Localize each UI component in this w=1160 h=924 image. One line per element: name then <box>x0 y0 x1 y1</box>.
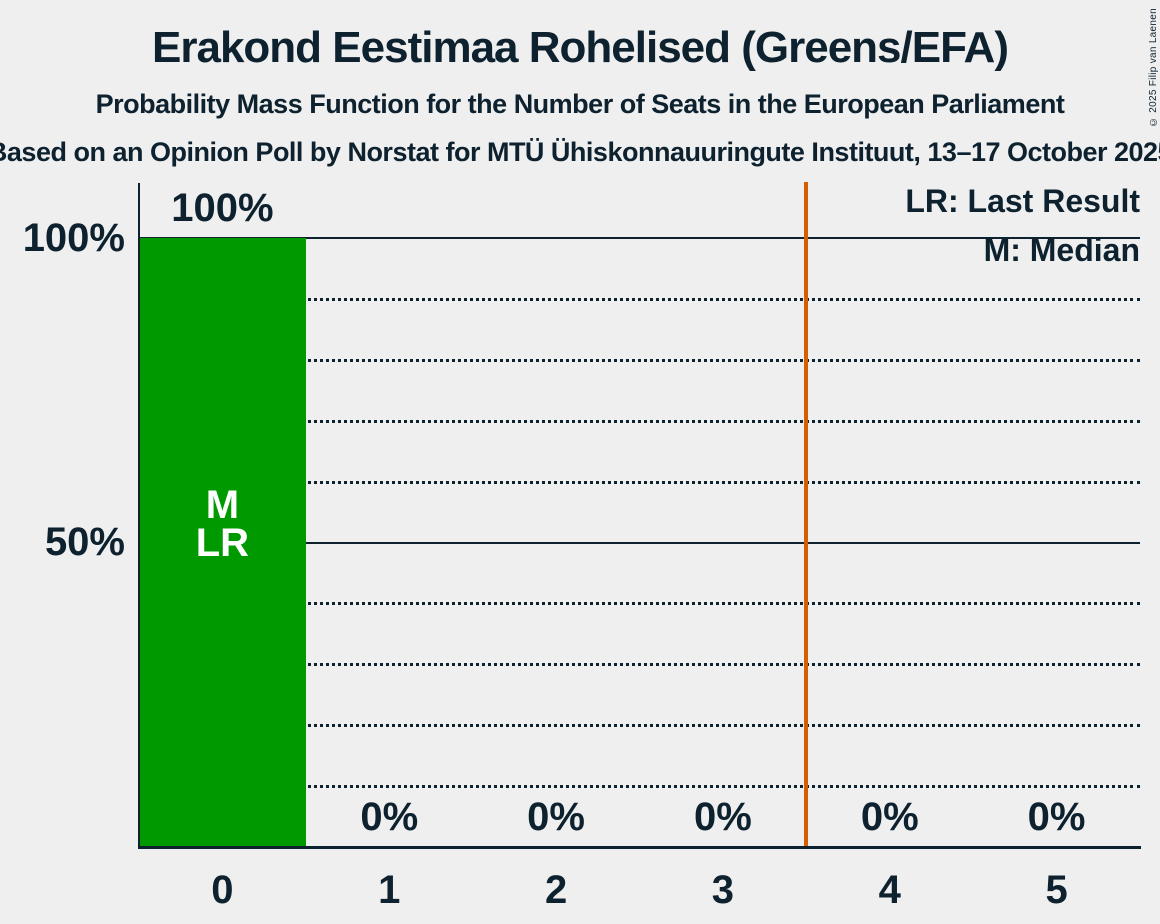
y-axis-label-100: 100% <box>22 216 125 260</box>
x-tick-label-1: 1 <box>378 868 401 912</box>
page-title: Erakond Eestimaa Rohelised (Greens/EFA) <box>152 23 1009 72</box>
y-axis-label-50: 50% <box>44 520 125 564</box>
bar-value-label-5: 0% <box>1027 795 1086 839</box>
gridline-dotted-20 <box>139 724 1140 728</box>
bar-annotation-line-LR: LR <box>195 521 250 565</box>
bar-value-label-2: 0% <box>527 795 585 839</box>
y-axis-line <box>138 183 140 847</box>
bar-seats-0 <box>140 238 306 847</box>
x-tick-label-0: 0 <box>211 868 234 912</box>
gridline-dotted-10 <box>139 785 1140 789</box>
gridline-solid-50 <box>139 541 1140 544</box>
bar-value-label-1: 0% <box>360 795 419 839</box>
x-axis-line <box>138 846 1141 849</box>
chart-subtitle: Probability Mass Function for the Number… <box>95 89 1065 119</box>
gridline-dotted-90 <box>139 297 1140 301</box>
gridline-solid-100 <box>139 237 1140 239</box>
plot-area: 100% 0% 0% 0% 0% 0% M LR <box>139 182 1140 847</box>
bar-value-label-0: 100% <box>171 186 274 230</box>
gridline-dotted-40 <box>139 602 1140 606</box>
bar-value-label-4: 0% <box>860 795 919 839</box>
gridline-dotted-70 <box>139 419 1140 423</box>
gridline-dotted-30 <box>139 663 1140 667</box>
source-line: Based on an Opinion Poll by Norstat for … <box>0 137 1160 167</box>
x-tick-label-2: 2 <box>544 868 568 912</box>
marker-line <box>804 182 809 847</box>
gridline-dotted-80 <box>139 358 1140 362</box>
bar-value-label-3: 0% <box>694 795 752 839</box>
x-tick-label-5: 5 <box>1045 868 1068 912</box>
median-lastresult-annotation: M LR <box>142 483 302 565</box>
legend-last-result: LR: Last Result <box>905 183 1140 219</box>
bar-annotation-line-M: M <box>205 483 240 527</box>
x-tick-label-3: 3 <box>711 868 735 912</box>
gridline-dotted-60 <box>139 480 1140 484</box>
legend-median: M: Median <box>983 232 1140 268</box>
copyright-notice: © 2025 Filip van Laenen <box>1148 8 1159 128</box>
x-tick-label-4: 4 <box>878 868 901 912</box>
